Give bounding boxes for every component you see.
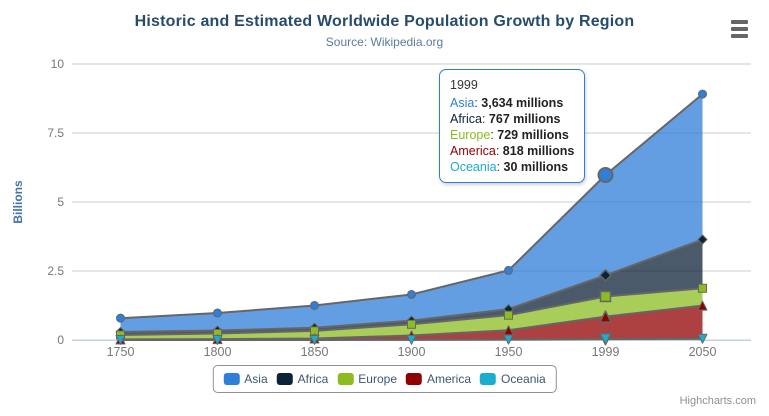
marker-oceania-1850[interactable] [309, 334, 320, 345]
chart-title: Historic and Estimated Worldwide Populat… [134, 13, 635, 30]
chart-subtitle: Source: Wikipedia.org [325, 35, 444, 49]
legend-label: Africa [297, 372, 329, 386]
legend-item-africa[interactable]: Africa [276, 372, 329, 386]
legend-swatch-icon [276, 373, 293, 385]
tooltip-series-value: 3,634 millions [477, 96, 564, 110]
marker-oceania-2050[interactable] [697, 333, 708, 344]
x-axis-label: 1950 [495, 345, 523, 359]
legend-item-europe[interactable]: Europe [337, 372, 397, 386]
area-series-africa[interactable] [120, 239, 703, 335]
marker-asia-1750[interactable] [116, 313, 125, 323]
marker-europe-1950[interactable] [504, 310, 513, 320]
tooltip-series-name: Europe [450, 128, 491, 142]
tooltip-row-africa: Africa: 767 millions [450, 112, 561, 126]
legend-swatch-icon [223, 373, 240, 385]
chart-tooltip: 1999 Asia: 3,634 millions Africa: 767 mil… [439, 69, 586, 183]
tooltip-rows: Asia: 3,634 millions Africa: 767 millions… [450, 95, 574, 175]
marker-africa-2050[interactable] [697, 234, 708, 245]
legend-swatch-icon [480, 373, 497, 385]
legend-swatch-icon [337, 373, 354, 385]
legend: Asia Africa Europe America Oceania [212, 365, 557, 393]
x-axis-label: 1900 [398, 345, 426, 359]
legend-label: Oceania [501, 372, 546, 386]
y-axis-label: 5 [57, 195, 64, 209]
tooltip-series-name: America [450, 144, 496, 158]
tooltip-series-name: Asia [450, 96, 475, 110]
tooltip-row-asia: Asia: 3,634 millions [450, 96, 564, 110]
y-axis-label: 10 [51, 57, 65, 71]
legend-label: Europe [358, 372, 398, 386]
y-axis-title: Billions [11, 180, 25, 224]
y-axis-label: 2.5 [47, 264, 64, 278]
tooltip-series-value: 729 millions [493, 128, 569, 142]
marker-asia-1999[interactable] [597, 167, 614, 184]
context-menu-button[interactable] [726, 15, 754, 43]
marker-oceania-1800[interactable] [212, 334, 223, 345]
marker-asia-2050[interactable] [698, 89, 707, 99]
tooltip-series-value: 767 millions [485, 112, 561, 126]
marker-europe-1900[interactable] [407, 319, 416, 329]
legend-label: America [427, 372, 472, 386]
x-axis-label: 1800 [204, 345, 232, 359]
legend-item-asia[interactable]: Asia [223, 372, 268, 386]
x-axis-label: 2050 [689, 345, 717, 359]
tooltip-series-value: 30 millions [500, 160, 569, 174]
y-axis-label: 0 [57, 333, 64, 347]
legend-item-oceania[interactable]: Oceania [480, 372, 546, 386]
area-series-america[interactable] [120, 305, 703, 340]
marker-oceania-1950[interactable] [503, 334, 514, 345]
x-axis-label: 1750 [107, 345, 135, 359]
x-axis-label: 1999 [592, 345, 620, 359]
legend-label: Asia [244, 372, 268, 386]
marker-asia-1950[interactable] [504, 265, 513, 275]
tooltip-header: 1999 [450, 78, 478, 92]
tooltip-series-name: Africa [450, 112, 482, 126]
legend-item-america[interactable]: America [406, 372, 471, 386]
tooltip-row-oceania: Oceania: 30 millions [450, 160, 569, 174]
marker-oceania-1999[interactable] [599, 332, 612, 346]
x-axis-label: 1850 [301, 345, 329, 359]
marker-america-2050[interactable] [697, 300, 708, 311]
area-series-asia[interactable] [120, 94, 703, 333]
marker-oceania-1900[interactable] [406, 334, 417, 345]
credits-link[interactable]: Highcharts.com [679, 395, 756, 407]
tooltip-series-name: Oceania [450, 160, 497, 174]
tooltip-row-europe: Europe: 729 millions [450, 128, 569, 142]
tooltip-row-america: America: 818 millions [450, 144, 575, 158]
hamburger-menu-icon [731, 20, 749, 38]
marker-asia-1800[interactable] [213, 308, 222, 318]
marker-europe-1999[interactable] [599, 290, 612, 303]
marker-asia-1900[interactable] [407, 289, 416, 299]
legend-swatch-icon [406, 373, 423, 385]
y-axis-label: 7.5 [47, 126, 64, 140]
marker-oceania-1750[interactable] [115, 334, 126, 345]
marker-africa-1999[interactable] [599, 269, 612, 282]
marker-america-1999[interactable] [599, 310, 612, 323]
tooltip-series-value: 818 millions [499, 144, 575, 158]
marker-asia-1850[interactable] [310, 300, 319, 310]
marker-europe-2050[interactable] [698, 283, 707, 293]
